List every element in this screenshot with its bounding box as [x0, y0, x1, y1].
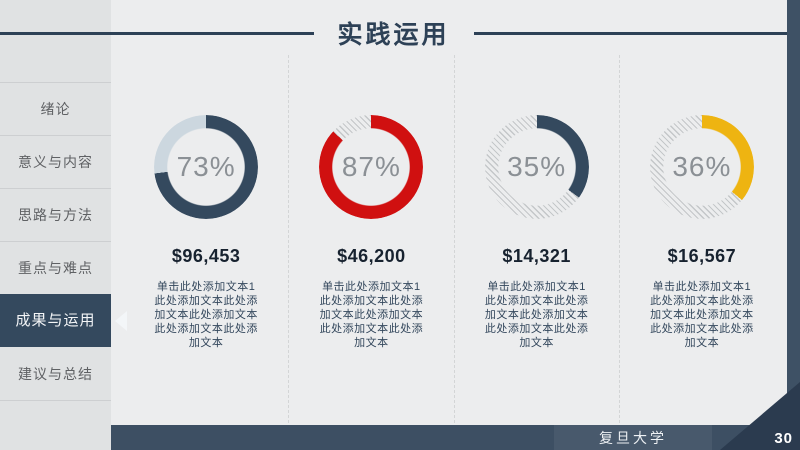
donut-ring — [154, 115, 259, 219]
stat-amount: $46,200 — [337, 246, 406, 266]
donut-chart-3: 35% — [484, 115, 589, 219]
donut-chart-1: 73% — [154, 115, 259, 219]
page-number: 30 — [774, 430, 793, 447]
title-bar: 实践运用 — [0, 11, 788, 55]
stat-column: 36% $16,567 单击此处添加文本1此处添加文本此处添加文本此处添加文本此… — [618, 55, 784, 423]
sidebar-item-list: 绪论 意义与内容 思路与方法 重点与难点 成果与运用 建议与总结 — [0, 0, 111, 401]
stat-description: 单击此处添加文本1此处添加文本此处添加文本此处添加文本此处添加文本此处添加文本 — [484, 281, 589, 350]
stat-column: 35% $14,321 单击此处添加文本1此处添加文本此处添加文本此处添加文本此… — [453, 55, 619, 423]
donut-percent-label: 35% — [507, 151, 567, 182]
stat-description: 单击此处添加文本1此处添加文本此处添加文本此处添加文本此处添加文本此处添加文本 — [650, 281, 754, 350]
donut-chart-2: 87% — [319, 115, 424, 219]
footer-bar: 复旦大学 — [111, 425, 800, 450]
right-edge-bar — [787, 0, 800, 450]
stat-column: 73% $96,453 单击此处添加文本1此处添加文本此处添加文本此处添加文本此… — [124, 55, 288, 423]
title-rule-right — [473, 31, 788, 35]
donut-ring — [319, 115, 424, 219]
sidebar-item-key-difficulties[interactable]: 重点与难点 — [0, 241, 111, 294]
sidebar-item-meaning-content[interactable]: 意义与内容 — [0, 135, 111, 188]
stat-description: 单击此处添加文本1此处添加文本此处添加文本此处添加文本此处添加文本此处添加文本 — [319, 281, 424, 350]
title-rule-left — [0, 31, 314, 35]
stat-amount: $96,453 — [171, 246, 241, 266]
page-title: 实践运用 — [337, 21, 450, 49]
stat-amount: $16,567 — [667, 246, 737, 266]
footer-school-name: 复旦大学 — [599, 429, 667, 446]
sidebar-item-results-application[interactable]: 成果与运用 — [0, 294, 111, 347]
stat-amount: $14,321 — [502, 246, 571, 266]
stat-description: 单击此处添加文本1此处添加文本此处添加文本此处添加文本此处添加文本此处添加文本 — [154, 281, 258, 350]
sidebar-item-ideas-methods[interactable]: 思路与方法 — [0, 188, 111, 241]
donut-percent-label: 36% — [672, 151, 732, 182]
donut-percent-label: 87% — [341, 151, 401, 182]
footer-accent-block: 复旦大学 — [554, 425, 712, 450]
donut-percent-label: 73% — [176, 151, 236, 182]
donut-ring — [649, 115, 754, 219]
slide-nav-sidebar: 绪论 意义与内容 思路与方法 重点与难点 成果与运用 建议与总结 — [0, 0, 111, 450]
stat-column: 87% $46,200 单击此处添加文本1此处添加文本此处添加文本此处添加文本此… — [288, 55, 453, 423]
donut-ring — [484, 115, 589, 219]
stats-panel: 73% $96,453 单击此处添加文本1此处添加文本此处添加文本此处添加文本此… — [124, 55, 784, 423]
footer-corner-triangle — [720, 382, 800, 450]
sidebar-item-suggestions-summary[interactable]: 建议与总结 — [0, 347, 111, 401]
sidebar-item-introduction[interactable]: 绪论 — [0, 82, 111, 135]
donut-chart-4: 36% — [649, 115, 754, 219]
